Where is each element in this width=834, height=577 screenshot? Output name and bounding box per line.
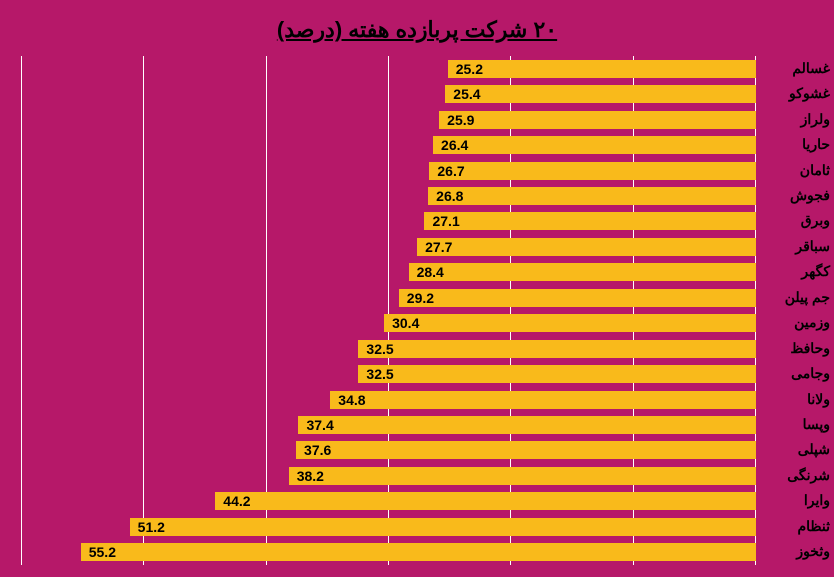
bar-row: 51.2 <box>22 518 756 536</box>
category-label: وزمین <box>760 314 830 331</box>
bar-value-label: 26.4 <box>441 137 468 153</box>
bar-row: 37.6 <box>22 441 756 459</box>
bar-row: 26.8 <box>22 187 756 205</box>
bar: 27.1 <box>424 212 756 230</box>
category-label: سباقر <box>760 238 830 255</box>
bar-row: 34.8 <box>22 391 756 409</box>
bar-row: 44.2 <box>22 492 756 510</box>
bar: 26.4 <box>433 136 756 154</box>
chart-title: ۲۰ شرکت پربازده هفته (درصد) <box>0 17 834 43</box>
bar-value-label: 25.2 <box>456 61 483 77</box>
bar: 32.5 <box>358 365 756 383</box>
bar-value-label: 37.6 <box>304 442 331 458</box>
bar: 26.7 <box>429 162 756 180</box>
category-label: وجامی <box>760 365 830 382</box>
bar: 32.5 <box>358 340 756 358</box>
bar-value-label: 30.4 <box>392 315 419 331</box>
plot-area: 25.2 25.4 25.9 26.4 26.7 26.8 27.1 27.7 28.4 29.2… <box>22 56 756 565</box>
category-label: ثامان <box>760 162 830 179</box>
category-label: وحافظ <box>760 340 830 357</box>
gridline <box>755 56 756 565</box>
category-label: ولراز <box>760 111 830 128</box>
bar-value-label: 34.8 <box>338 392 365 408</box>
bar-row: 38.2 <box>22 467 756 485</box>
category-label: وثخوز <box>760 543 830 560</box>
bar-row: 32.5 <box>22 340 756 358</box>
bar: 25.4 <box>445 85 756 103</box>
bar-value-label: 26.7 <box>437 163 464 179</box>
bar-row: 29.2 <box>22 289 756 307</box>
bar: 38.2 <box>289 467 756 485</box>
bar-value-label: 51.2 <box>138 519 165 535</box>
bar: 27.7 <box>417 238 756 256</box>
category-label: جم پیلن <box>760 289 830 306</box>
category-label: فجوش <box>760 187 830 204</box>
bar-value-label: 27.1 <box>432 213 459 229</box>
category-label: شپلی <box>760 441 830 458</box>
category-label: کگهر <box>760 263 830 280</box>
category-label: وپسا <box>760 416 830 433</box>
bar-value-label: 37.4 <box>306 417 333 433</box>
bar: 37.6 <box>296 441 756 459</box>
bar: 26.8 <box>428 187 756 205</box>
bar-row: 27.1 <box>22 212 756 230</box>
bar: 34.8 <box>330 391 756 409</box>
bar-value-label: 26.8 <box>436 188 463 204</box>
gridline <box>510 56 511 565</box>
bar-row: 26.4 <box>22 136 756 154</box>
bar-row: 25.2 <box>22 60 756 78</box>
category-label: وایرا <box>760 492 830 509</box>
gridline <box>633 56 634 565</box>
bar-row: 37.4 <box>22 416 756 434</box>
bar: 28.4 <box>409 263 756 281</box>
bar-value-label: 29.2 <box>407 290 434 306</box>
category-label: شرنگی <box>760 467 830 484</box>
bar: 30.4 <box>384 314 756 332</box>
bar-value-label: 32.5 <box>366 341 393 357</box>
bar-value-label: 38.2 <box>297 468 324 484</box>
gridline <box>266 56 267 565</box>
category-label: وبرق <box>760 212 830 229</box>
gridline <box>388 56 389 565</box>
bar-row: 32.5 <box>22 365 756 383</box>
bar-value-label: 55.2 <box>89 544 116 560</box>
bar: 25.2 <box>448 60 756 78</box>
category-label: غشوکو <box>760 85 830 102</box>
bar: 25.9 <box>439 111 756 129</box>
bar-row: 25.9 <box>22 111 756 129</box>
gridline <box>21 56 22 565</box>
category-label: حاریا <box>760 136 830 153</box>
bar-row: 30.4 <box>22 314 756 332</box>
category-label: غسالم <box>760 60 830 77</box>
bar-value-label: 25.4 <box>453 86 480 102</box>
bar-value-label: 28.4 <box>417 264 444 280</box>
bar-value-label: 27.7 <box>425 239 452 255</box>
category-label: ثنظام <box>760 518 830 535</box>
bar-value-label: 25.9 <box>447 112 474 128</box>
gridline <box>143 56 144 565</box>
bar: 51.2 <box>130 518 756 536</box>
bar: 29.2 <box>399 289 756 307</box>
bar-value-label: 44.2 <box>223 493 250 509</box>
bar: 44.2 <box>215 492 756 510</box>
bar: 37.4 <box>298 416 756 434</box>
bar-value-label: 32.5 <box>366 366 393 382</box>
bar-row: 55.2 <box>22 543 756 561</box>
category-label: ولانا <box>760 391 830 408</box>
bar-row: 25.4 <box>22 85 756 103</box>
bar: 55.2 <box>81 543 756 561</box>
bar-row: 26.7 <box>22 162 756 180</box>
chart-container: ۲۰ شرکت پربازده هفته (درصد) 25.2 25.4 25.9… <box>0 0 834 577</box>
bar-row: 28.4 <box>22 263 756 281</box>
bar-row: 27.7 <box>22 238 756 256</box>
